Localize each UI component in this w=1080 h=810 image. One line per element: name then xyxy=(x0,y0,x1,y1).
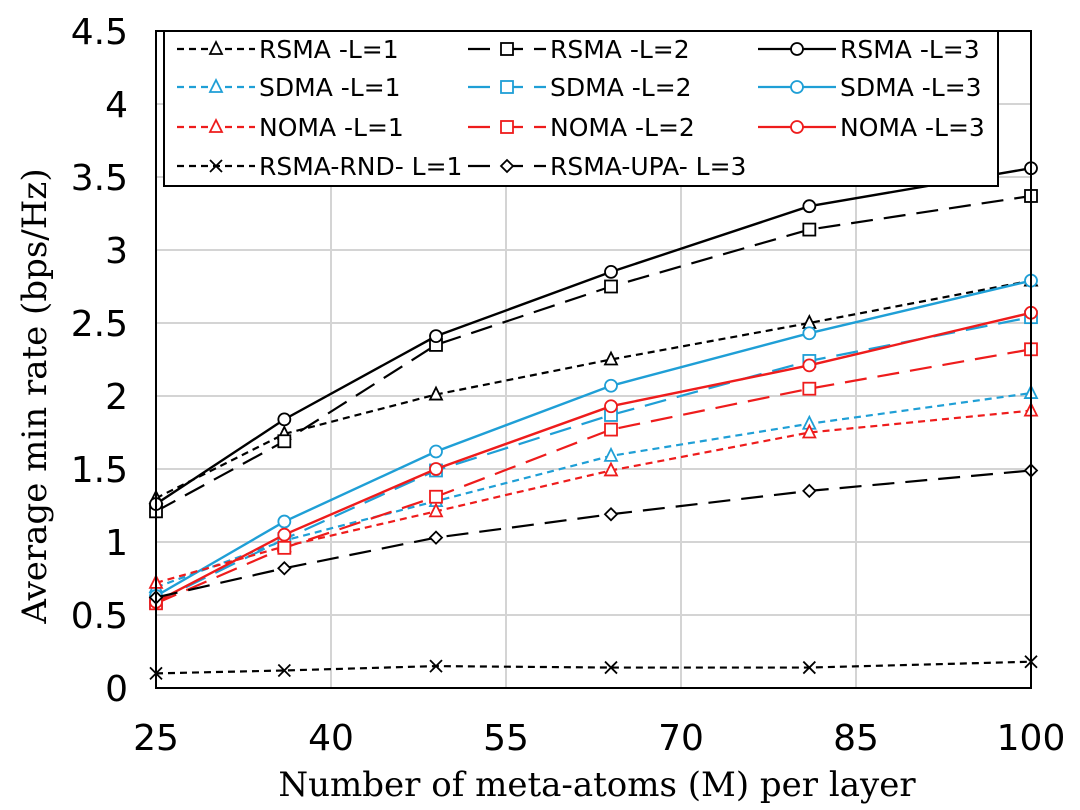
series-line-rsma-upa-l-3 xyxy=(155,469,1032,599)
data-point-noma-l-1-2 xyxy=(428,502,444,518)
data-point-rsma-l-2-4 xyxy=(802,222,817,237)
legend-marker-rsma-l-1 xyxy=(208,39,224,55)
data-point-rsma-l-3-3 xyxy=(604,264,618,279)
legend-label-sdma-l-1: SDMA -L=1 xyxy=(259,73,401,102)
data-point-rsma-upa-l-3-4 xyxy=(802,483,817,499)
data-point-noma-l-2-1 xyxy=(277,540,292,555)
legend-marker-sdma-l-2 xyxy=(500,80,514,94)
data-point-noma-l-2-3 xyxy=(604,422,618,437)
data-point-noma-l-3-3 xyxy=(604,399,618,414)
series-line-noma-l-3 xyxy=(155,311,1032,603)
data-point-rsma-l-2-1 xyxy=(277,434,292,449)
legend-marker-rsma-l-2 xyxy=(500,42,514,56)
series-line-rsma-l-3 xyxy=(155,167,1032,506)
legend-marker-noma-l-3 xyxy=(790,120,804,134)
data-point-rsma-rnd-l-1-4 xyxy=(802,660,816,675)
legend-marker-sdma-l-1 xyxy=(208,77,224,93)
series-rsma-upa-l-3 xyxy=(148,463,1039,605)
legend-label-rsma-upa-l-3: RSMA-UPA- L=3 xyxy=(550,152,746,181)
x-tick-label-1: 40 xyxy=(308,718,354,759)
series-line-sdma-l-2 xyxy=(155,316,1032,603)
data-point-noma-l-3-2 xyxy=(429,462,443,476)
data-point-rsma-upa-l-3-3 xyxy=(603,506,619,522)
data-point-noma-l-1-3 xyxy=(603,461,619,477)
y-tick-label-0: 0 xyxy=(105,669,128,710)
data-point-noma-l-3-1 xyxy=(277,527,292,542)
legend-label-sdma-l-3: SDMA -L=3 xyxy=(840,73,982,102)
x-tick-label-5: 100 xyxy=(997,718,1066,759)
x-tick-label-2: 55 xyxy=(483,718,529,759)
data-point-sdma-l-3-4 xyxy=(802,326,817,341)
legend-marker-rsma-upa-l-3 xyxy=(499,158,515,174)
legend-label-rsma-l-2: RSMA -L=2 xyxy=(550,35,690,64)
y-tick-label-7: 3.5 xyxy=(71,158,128,199)
series-line-rsma-l-1 xyxy=(155,279,1032,500)
legend-label-rsma-rnd-l-1: RSMA-RND- L=1 xyxy=(259,152,462,181)
series-layer xyxy=(148,161,1039,681)
y-tick-label-6: 3 xyxy=(105,231,128,272)
legend: RSMA -L=1 RSMA -L=2 RSMA -L=3 SDMA -L=1 SDMA… xyxy=(163,30,999,187)
data-point-rsma-upa-l-3-1 xyxy=(277,561,292,576)
y-tick-label-8: 4 xyxy=(105,85,128,126)
y-tick-label-3: 1.5 xyxy=(71,450,128,491)
legend-label-rsma-l-1: RSMA -L=1 xyxy=(259,35,399,64)
legend-label-rsma-l-3: RSMA -L=3 xyxy=(840,35,980,64)
data-point-rsma-rnd-l-1-2 xyxy=(429,659,443,673)
data-point-rsma-rnd-l-1-3 xyxy=(604,660,618,675)
data-point-noma-l-2-2 xyxy=(429,489,443,504)
legend-label-sdma-l-2: SDMA -L=2 xyxy=(550,73,692,102)
data-point-sdma-l-3-2 xyxy=(429,444,443,459)
legend-marker-sdma-l-3 xyxy=(790,80,804,94)
y-tick-label-5: 2.5 xyxy=(71,304,128,345)
y-tick-label-2: 1 xyxy=(105,523,128,564)
x-axis-title: Number of meta-atoms (M) per layer xyxy=(278,765,916,805)
data-point-noma-l-2-4 xyxy=(802,381,817,396)
x-tick-label-0: 25 xyxy=(133,718,179,759)
data-point-rsma-rnd-l-1-1 xyxy=(277,663,291,678)
y-tick-label-9: 4.5 xyxy=(71,12,128,53)
legend-box xyxy=(163,30,999,187)
series-line-noma-l-1 xyxy=(155,409,1032,584)
y-axis-title: Average min rate (bps/Hz) xyxy=(15,168,55,624)
data-point-rsma-l-3-2 xyxy=(429,329,443,344)
data-point-noma-l-1-4 xyxy=(801,423,817,439)
data-point-rsma-l-3-4 xyxy=(802,199,817,214)
data-point-rsma-l-2-3 xyxy=(604,279,618,294)
legend-marker-rsma-l-3 xyxy=(790,42,804,56)
legend-label-noma-l-1: NOMA -L=1 xyxy=(259,113,404,142)
series-line-sdma-l-3 xyxy=(155,279,1032,598)
x-tick-label-4: 85 xyxy=(833,718,879,759)
data-point-rsma-l-1-3 xyxy=(603,350,619,366)
data-point-rsma-upa-l-3-2 xyxy=(428,530,444,545)
data-point-sdma-l-3-3 xyxy=(604,378,618,393)
x-tick-label-3: 70 xyxy=(658,718,704,759)
series-line-noma-l-2 xyxy=(155,348,1032,605)
data-point-rsma-l-3-1 xyxy=(277,412,292,427)
y-tick-label-1: 0.5 xyxy=(71,596,128,637)
legend-marker-noma-l-1 xyxy=(208,117,224,133)
series-line-rsma-rnd-l-1 xyxy=(155,660,1032,675)
legend-marker-noma-l-2 xyxy=(500,120,514,134)
data-point-rsma-l-1-2 xyxy=(428,385,444,401)
legend-label-noma-l-2: NOMA -L=2 xyxy=(550,113,695,142)
data-point-sdma-l-1-3 xyxy=(603,446,619,462)
data-point-sdma-l-3-1 xyxy=(277,514,292,529)
data-point-noma-l-3-4 xyxy=(802,358,817,373)
legend-label-noma-l-3: NOMA -L=3 xyxy=(840,113,985,142)
legend-marker-rsma-rnd-l-1 xyxy=(209,159,223,173)
y-tick-label-4: 2 xyxy=(105,377,128,418)
